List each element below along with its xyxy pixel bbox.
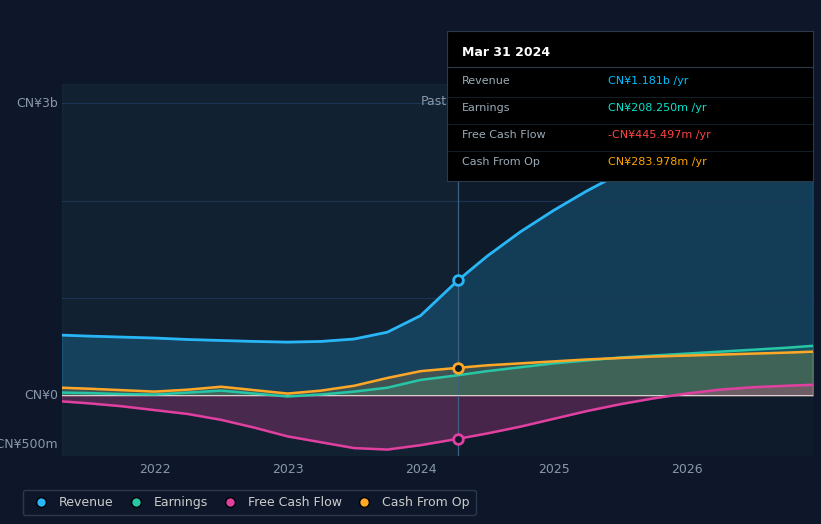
Text: CN¥0: CN¥0: [24, 389, 57, 402]
Legend: Revenue, Earnings, Free Cash Flow, Cash From Op: Revenue, Earnings, Free Cash Flow, Cash …: [23, 489, 475, 515]
Text: Free Cash Flow: Free Cash Flow: [462, 130, 546, 140]
Text: Cash From Op: Cash From Op: [462, 157, 540, 167]
Text: -CN¥445.497m /yr: -CN¥445.497m /yr: [608, 130, 711, 140]
Text: -CN¥500m: -CN¥500m: [0, 438, 57, 451]
Text: Earnings: Earnings: [462, 103, 511, 113]
Bar: [62, 84, 458, 456]
Text: CN¥208.250m /yr: CN¥208.250m /yr: [608, 103, 707, 113]
Text: CN¥283.978m /yr: CN¥283.978m /yr: [608, 157, 707, 167]
Text: Mar 31 2024: Mar 31 2024: [462, 47, 550, 59]
Text: Past: Past: [420, 95, 447, 108]
Text: Analysts Forecasts: Analysts Forecasts: [469, 95, 585, 108]
Text: CN¥3b: CN¥3b: [16, 97, 57, 110]
Text: CN¥1.181b /yr: CN¥1.181b /yr: [608, 77, 689, 86]
Text: Revenue: Revenue: [462, 77, 511, 86]
